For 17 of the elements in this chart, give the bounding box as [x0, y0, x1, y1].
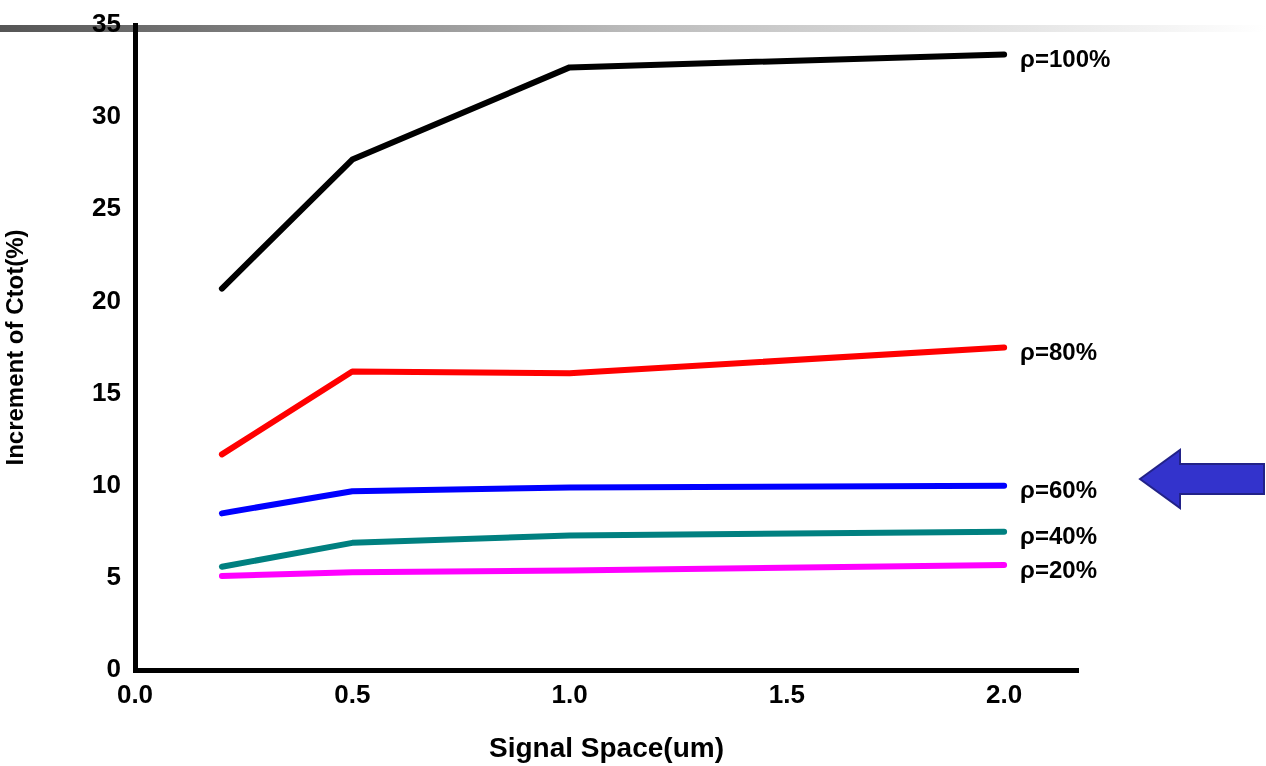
x-tick-label: 0.5	[334, 678, 371, 709]
series-label: ρ=60%	[1020, 476, 1098, 504]
x-tick-label: 1.5	[768, 678, 805, 709]
y-axis-title: Increment of Ctot(%)	[1, 229, 29, 466]
series-label: ρ=80%	[1020, 338, 1098, 366]
y-tick-label: 5	[106, 561, 121, 592]
y-tick-label: 25	[92, 192, 121, 223]
y-tick-label: 20	[92, 284, 121, 315]
x-tick-label: 1.0	[551, 678, 588, 709]
x-tick-label: 2.0	[986, 678, 1023, 709]
y-tick-label: 10	[92, 468, 121, 499]
y-tick-label: 30	[92, 100, 121, 131]
x-axis-title: Signal Space(um)	[489, 731, 724, 763]
series-label: ρ=40%	[1020, 522, 1098, 550]
y-tick-label: 15	[92, 376, 121, 407]
series-label: ρ=20%	[1020, 555, 1098, 583]
series-label: ρ=100%	[1020, 45, 1111, 73]
